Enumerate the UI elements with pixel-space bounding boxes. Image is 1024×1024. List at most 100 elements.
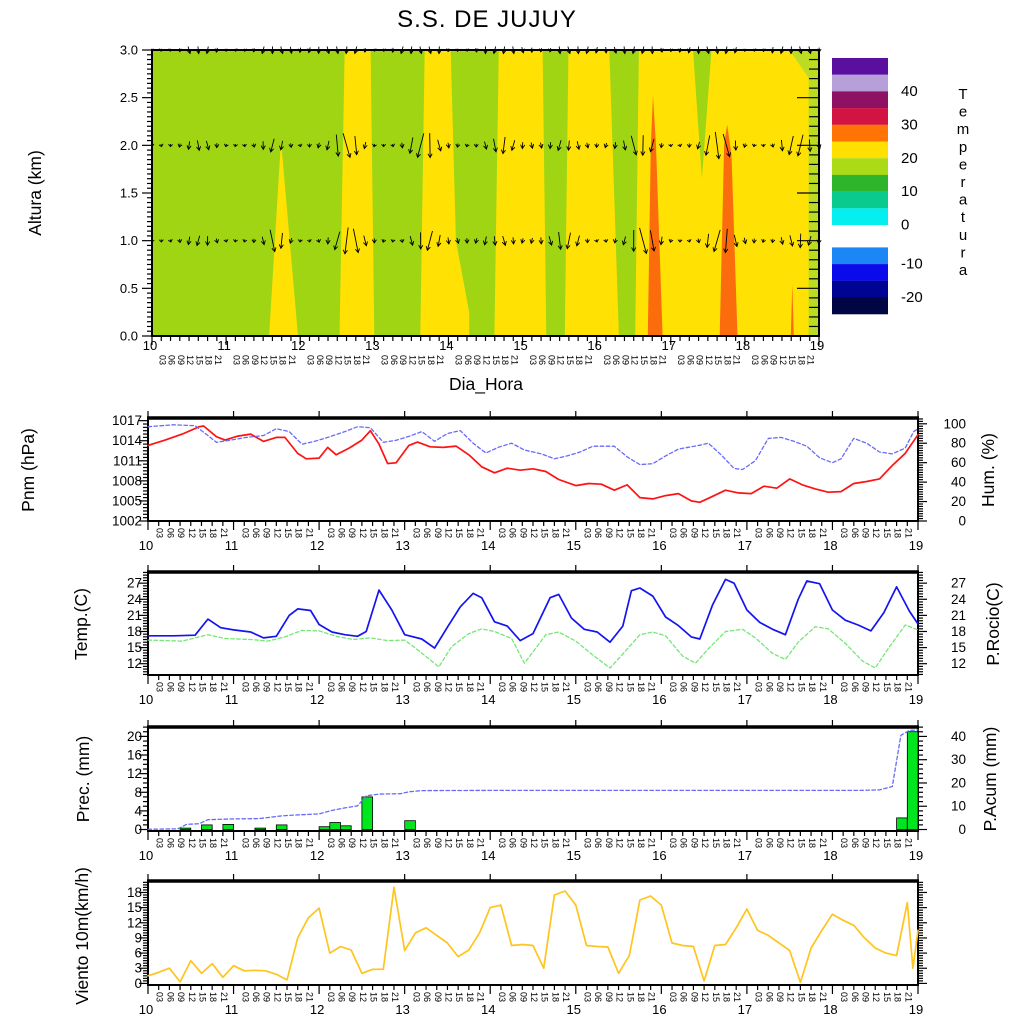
hour-tick-label: 18 (893, 682, 903, 692)
wind-arrow (409, 236, 415, 247)
hour-tick-label: 12 (700, 838, 710, 848)
wind-arrow (205, 236, 211, 247)
hour-tick-label: 12 (615, 992, 625, 1002)
wind-arrow (686, 143, 692, 148)
day-tick-label: 16 (652, 848, 666, 863)
hour-tick-label: 06 (764, 528, 774, 538)
wind-arrow (630, 135, 638, 156)
hour-tick-label: 09 (518, 992, 528, 1002)
colorbar-swatch (832, 191, 888, 209)
hour-tick-label: 06 (337, 992, 347, 1002)
wind-arrow (242, 238, 248, 243)
colorbar-title-letter: e (959, 156, 967, 173)
hour-tick-label: 03 (305, 355, 315, 365)
hour-tick-label: 15 (796, 682, 806, 692)
hour-tick-label: 21 (219, 682, 229, 692)
wind-arrow (316, 142, 322, 149)
wind-arrow (659, 142, 665, 149)
day-tick-label: 12 (310, 692, 324, 707)
hour-tick-label: 12 (259, 355, 269, 365)
hour-tick-label: 21 (903, 838, 913, 848)
hour-tick-label: 12 (556, 355, 566, 365)
day-tick-label: 18 (823, 1002, 837, 1017)
hour-tick-label: 15 (625, 682, 635, 692)
hour-tick-label: 18 (636, 682, 646, 692)
y-tick-label: 12 (951, 656, 966, 671)
hour-tick-label: 09 (176, 528, 186, 538)
altura-tick-label: 1.5 (120, 186, 138, 201)
wind-arrow (408, 137, 414, 155)
hour-tick-label: 21 (818, 992, 828, 1002)
wind-arrow (770, 238, 776, 244)
wind-arrow (760, 143, 766, 148)
hour-tick-label: 15 (625, 992, 635, 1002)
hour-tick-label: 21 (561, 838, 571, 848)
y-tick-label: 10 (951, 799, 966, 814)
colorbar-swatch (832, 58, 888, 75)
prec-bar (179, 827, 192, 830)
hour-tick-label: 15 (369, 682, 379, 692)
hour-tick-label: 21 (361, 355, 371, 365)
colorbar-swatch (832, 297, 888, 315)
hour-tick-label: 12 (443, 992, 453, 1002)
hour-tick-label: 21 (806, 355, 816, 365)
hour-tick-label: 12 (700, 528, 710, 538)
hour-tick-label: 18 (465, 682, 475, 692)
wind-arrow (316, 239, 322, 243)
hour-tick-label: 06 (165, 528, 175, 538)
day-tick-label: 19 (909, 1002, 923, 1017)
hour-tick-label: 21 (304, 838, 314, 848)
y-tick-label: 16 (127, 748, 142, 763)
hour-tick-label: 12 (786, 528, 796, 538)
wind-arrow (575, 141, 581, 151)
hour-tick-label: 18 (722, 528, 732, 538)
wind-arrow (575, 235, 581, 247)
hour-tick-label: 03 (668, 838, 678, 848)
hour-tick-label: 09 (604, 682, 614, 692)
hour-tick-label: 03 (839, 682, 849, 692)
hour-tick-label: 15 (540, 528, 550, 538)
colorbar-swatch (832, 158, 888, 175)
day-tick-label: 14 (481, 538, 495, 553)
wind-arrow (677, 143, 683, 148)
day-tick-label: 11 (225, 692, 239, 707)
hour-tick-label: 12 (358, 992, 368, 1002)
hour-tick-label: 03 (240, 992, 250, 1002)
hour-tick-label: 18 (379, 992, 389, 1002)
hour-tick-label: 06 (251, 838, 261, 848)
hour-tick-label: 15 (882, 992, 892, 1002)
colorbar-swatch (832, 141, 888, 159)
hour-tick-label: 03 (750, 355, 760, 365)
hour-tick-label: 21 (435, 355, 445, 365)
hour-tick-label: 18 (294, 528, 304, 538)
wind-arrow (278, 232, 284, 250)
wind-arrow (445, 142, 451, 149)
hour-tick-label: 15 (796, 528, 806, 538)
hour-tick-label: 09 (433, 528, 443, 538)
wind-arrow (362, 141, 368, 150)
panel-ticks (139, 565, 927, 676)
y-tick-label: 15 (127, 900, 142, 915)
day-tick-label: 19 (810, 338, 824, 353)
hour-tick-label: 21 (390, 992, 400, 1002)
wind-arrow (372, 143, 377, 148)
day-tick-label: 18 (823, 848, 837, 863)
hour-tick-label: 09 (861, 528, 871, 538)
y-tick-label: 1017 (112, 413, 142, 428)
colorbar-tick-label: -10 (901, 256, 923, 273)
hour-tick-label: 21 (561, 992, 571, 1002)
day-tick-label: 15 (567, 848, 581, 863)
hour-tick-label: 03 (411, 838, 421, 848)
hour-tick-label: 06 (593, 528, 603, 538)
hour-tick-label: 21 (903, 682, 913, 692)
prec-bar (275, 824, 288, 831)
hour-tick-label: 03 (754, 528, 764, 538)
y-tick-label: 100 (943, 416, 966, 431)
y-tick-label: 24 (127, 592, 143, 607)
wind-arrow (742, 143, 748, 149)
prec-bar (318, 826, 331, 830)
hour-tick-label: 21 (732, 838, 742, 848)
wind-arrow (177, 143, 183, 148)
hour-tick-label: 09 (604, 528, 614, 538)
hour-tick-label: 09 (518, 682, 528, 692)
